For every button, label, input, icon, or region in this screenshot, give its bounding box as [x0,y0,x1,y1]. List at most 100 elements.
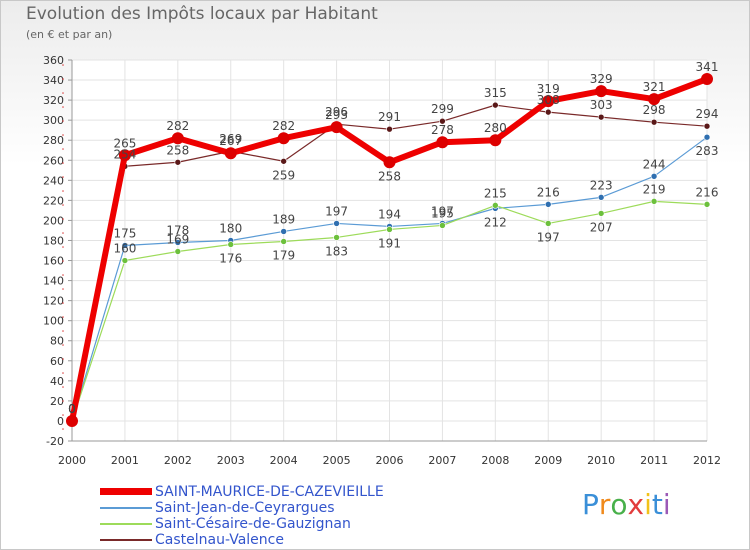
data-label: 265 [113,136,136,150]
y-tick-label: 360 [43,54,64,67]
data-point [650,173,658,180]
y-tick-label: 100 [43,315,64,328]
legend-swatch [100,507,152,509]
axis-dot [62,64,64,66]
data-point [118,149,131,162]
data-label: 303 [590,98,613,112]
data-label: 195 [431,206,454,220]
x-tick-label: 2011 [640,454,668,467]
data-label: 212 [484,215,507,229]
data-label: 216 [537,185,560,199]
data-label: 0 [68,402,76,416]
data-label: 183 [325,244,348,258]
data-point [330,121,343,134]
y-tick-label: 240 [43,174,64,187]
data-label: 194 [378,207,401,221]
data-point [436,136,449,149]
logo-letter: o [610,488,628,521]
axis-dot [62,190,64,192]
legend-item: Saint-Jean-de-Ceyrargues [100,500,420,516]
axis-dot [62,204,64,206]
data-point [650,198,658,205]
data-point [542,95,555,108]
axis-dot [62,414,64,416]
y-tick-label: 300 [43,114,64,127]
data-label: 315 [484,86,507,100]
axis-dot [62,92,64,94]
y-tick-label: 120 [43,295,64,308]
data-point [492,101,499,109]
x-tick-label: 2010 [587,454,615,467]
data-label: 216 [696,185,719,199]
data-point [701,73,713,86]
data-label: 175 [113,226,136,240]
axis-dot [62,316,64,318]
data-label: 341 [696,60,719,74]
data-label: 282 [272,119,295,133]
logo-letter: P [582,488,599,521]
data-label: 293 [325,108,348,122]
data-label: 258 [378,169,401,183]
legend-label: SAINT-MAURICE-DE-CAZEVIEILLE [155,484,384,500]
axis-dot [62,176,64,178]
data-label: 160 [113,242,136,256]
axis-dot [62,344,64,346]
data-point [439,222,446,229]
legend-item: Saint-Césaire-de-Gauzignan [100,516,420,532]
x-tick-label: 2007 [428,454,456,467]
axis-dot [62,260,64,262]
data-label: 280 [484,121,507,135]
data-point [386,226,393,233]
axis-dot [62,302,64,304]
y-tick-label: 180 [43,234,64,247]
x-tick-label: 2006 [376,454,404,467]
data-point [489,134,502,147]
data-label: 267 [219,134,242,148]
data-point [386,125,393,133]
data-label: 296 [325,105,348,119]
y-tick-label: 280 [43,134,64,147]
chart-legend: SAINT-MAURICE-DE-CAZEVIEILLE Saint-Jean-d… [100,484,420,548]
y-tick-label: 260 [43,154,64,167]
x-tick-label: 2008 [481,454,509,467]
data-label: 219 [643,182,666,196]
axis-dot [62,134,64,136]
data-label: 180 [219,221,242,235]
y-tick-label: 220 [43,194,64,207]
data-point [224,147,237,160]
chart-title: Evolution des Impôts locaux par Habitant [26,4,378,24]
legend-item: SAINT-MAURICE-DE-CAZEVIEILLE [100,484,420,500]
y-tick-label: 60 [50,355,64,368]
axis-dot [62,106,64,108]
y-tick-label: 140 [43,275,64,288]
data-label: 283 [696,144,719,158]
axis-dot [62,218,64,220]
data-point [121,242,129,249]
data-label: 197 [431,204,454,218]
y-tick-label: 340 [43,74,64,87]
logo-letter: i [662,488,671,521]
data-label: 215 [484,186,507,200]
data-label: 269 [219,132,242,146]
axis-dot [62,274,64,276]
logo-letter: t [651,488,663,521]
x-tick-label: 2000 [58,454,86,467]
axis-dot [62,288,64,290]
data-label: 291 [378,110,401,124]
axis-dot [62,246,64,248]
x-tick-label: 2001 [111,454,139,467]
logo-letter: r [598,488,611,521]
legend-swatch [100,523,152,525]
data-point [333,220,340,227]
y-tick-label: 20 [50,395,64,408]
data-point [595,85,608,98]
data-label: 0 [68,402,76,416]
x-tick-label: 2012 [693,454,721,467]
data-point [174,239,182,246]
axis-dot [62,78,64,80]
data-label: 178 [166,223,189,237]
data-point [121,257,129,264]
data-label: 308 [537,93,560,107]
data-point [544,220,552,227]
legend-label: Saint-Césaire-de-Gauzignan [155,516,351,532]
